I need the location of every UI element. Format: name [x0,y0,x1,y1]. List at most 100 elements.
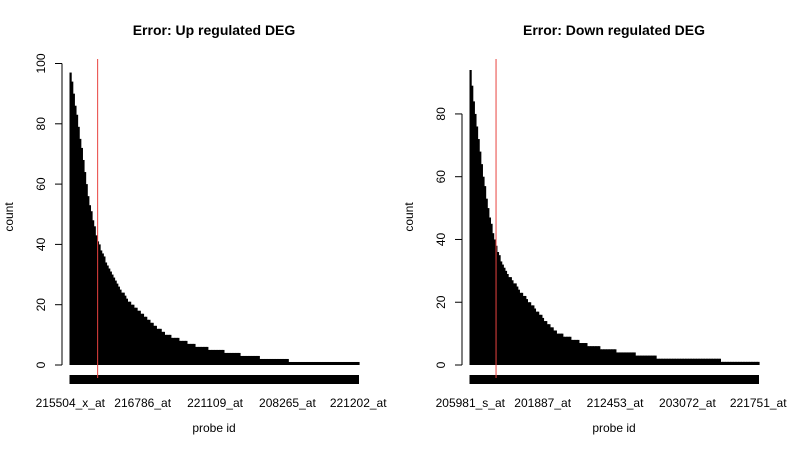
bar [196,346,199,365]
bar [602,349,606,365]
bar [656,358,659,365]
bar [545,321,548,365]
bar [186,343,190,365]
bar [660,358,664,365]
bar [538,314,541,365]
bar [159,328,162,365]
bar [92,220,95,365]
bar [151,322,154,365]
bar [106,265,109,365]
bar [95,235,98,365]
bar [688,358,691,365]
bar [742,361,746,365]
bar [317,361,320,365]
bar [304,361,307,365]
bar [270,358,273,365]
bar [741,361,744,365]
bar [141,313,145,365]
bar [569,336,572,365]
y-axis: 0 20 40 60 80 [434,107,463,368]
bar [485,198,488,365]
bar [111,274,114,365]
bar [225,352,228,365]
bar [167,334,170,365]
bar [177,337,180,365]
bar [228,352,231,365]
bar [137,310,140,365]
bar [112,277,116,365]
bar [713,358,717,365]
bar [178,340,182,365]
bar [506,273,509,365]
bar [493,239,496,365]
bar [241,355,244,365]
bar [109,271,112,365]
bar [707,358,710,365]
bar [639,355,643,365]
bar [738,361,741,365]
bar [272,358,275,365]
bar [310,361,313,365]
bar [685,358,688,365]
bar [590,346,593,365]
bar [704,358,707,365]
bar [686,358,689,365]
bar [730,361,733,365]
x-axis: 205981_s_at 201887_at 212453_at 203072_at 22… [436,375,787,410]
bar [583,343,586,365]
bar [615,352,619,365]
bar [246,355,249,365]
bar [594,346,598,365]
bar [302,361,305,365]
bar [296,361,299,365]
bar [498,255,501,365]
bar [641,355,644,365]
x-tick-label: 215504_x_at [36,396,106,410]
bar [689,358,693,365]
y-tick-label: 100 [34,53,48,73]
bar [75,114,79,365]
bar [204,346,207,365]
bar [231,352,235,365]
bar [482,176,485,365]
bar [709,358,712,365]
bar [623,352,627,365]
bar [638,355,641,365]
bar [347,361,350,365]
bar [355,361,358,365]
bar [675,358,678,365]
bar [98,244,101,365]
bar [701,358,704,365]
bar [501,264,504,365]
bar [509,277,512,365]
bar [352,361,355,365]
bar [286,358,289,365]
bar [342,361,346,365]
bar [323,361,326,365]
bar [104,262,108,365]
bar [211,349,214,365]
bar [469,70,472,365]
bar [244,355,248,365]
bar [720,361,723,365]
bar [325,361,328,365]
x-axis-tick-band [69,375,359,384]
bar [739,361,742,365]
bar [301,361,304,365]
bar [77,126,80,365]
x-tick-label: 216786_at [114,396,171,410]
bar [754,361,757,365]
bar [678,358,681,365]
bar [527,302,530,365]
y-tick-label: 80 [434,107,448,121]
bar [233,352,236,365]
y-tick-label: 80 [34,117,48,131]
bar [691,358,694,365]
bar [601,349,604,365]
y-tick-label: 60 [434,170,448,184]
bar [548,324,551,365]
bar [617,352,620,365]
bar [135,307,138,365]
bar [85,184,88,365]
bar [230,352,233,365]
